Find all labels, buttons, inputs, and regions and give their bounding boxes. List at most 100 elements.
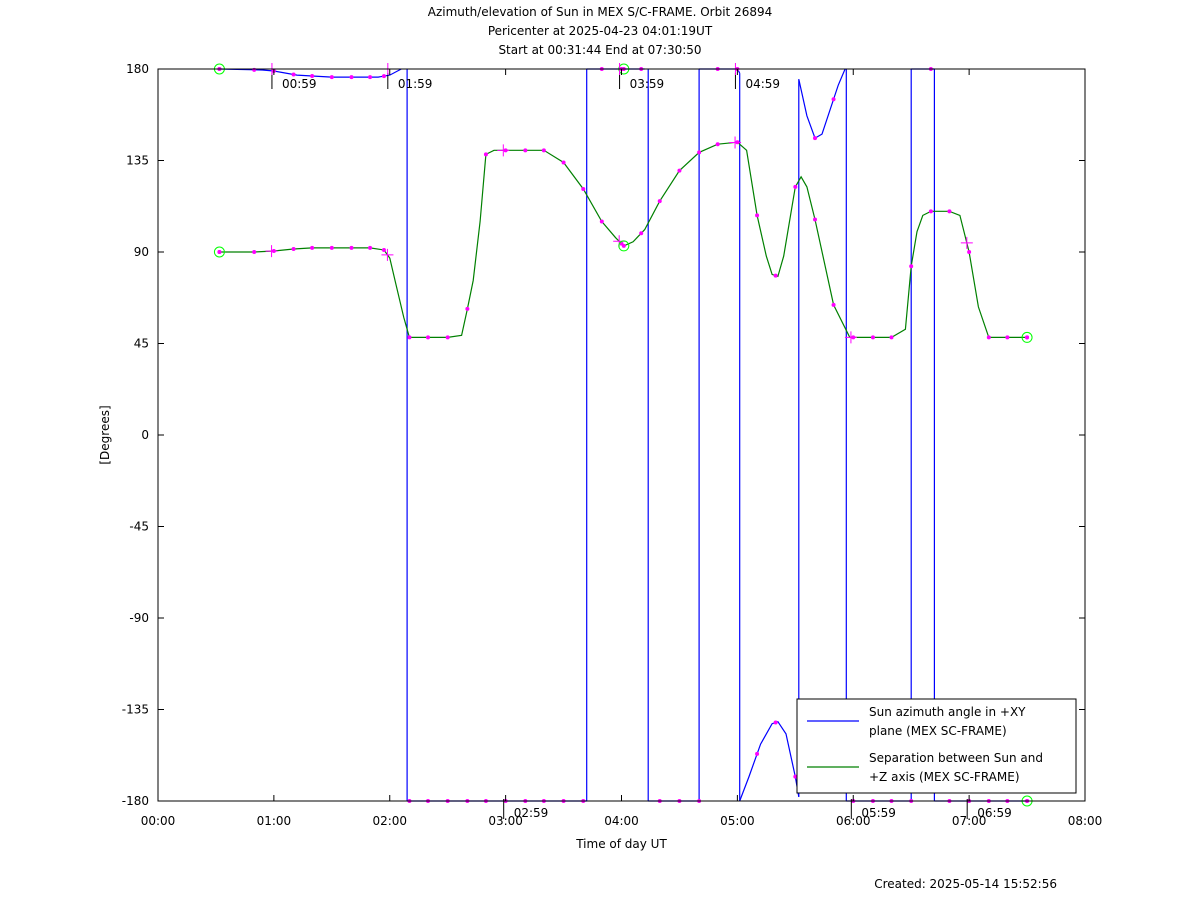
legend-box [796,698,1077,794]
plot-frame [157,68,1086,802]
endpoint-circle [1021,331,1033,343]
azimuth-series-line [798,68,846,139]
y-tick-label: -180 [122,794,149,808]
azimuth-marker [368,75,373,80]
separation-marker [407,335,412,340]
separation-marker [310,245,315,250]
hour-marker-label: 02:59 [514,806,549,820]
chart-title-line-3: Start at 00:31:44 End at 07:30:50 [498,43,702,57]
chart-title-line-1: Azimuth/elevation of Sun in MEX S/C-FRAM… [427,5,773,19]
x-axis-label: Time of day UT [575,837,667,851]
separation-marker [523,148,528,153]
endpoint-dot [621,243,626,248]
hour-marker-label: 06:59 [977,806,1012,820]
separation-marker [252,250,257,254]
separation-marker [541,148,546,153]
separation-marker [715,142,720,147]
azimuth-marker [252,67,257,72]
endpoint-dot [1025,335,1030,340]
azimuth-marker [310,73,315,78]
azimuth-marker [831,97,836,102]
separation-marker [677,168,682,173]
azimuth-marker [755,751,760,756]
separation-marker [928,209,933,214]
created-timestamp: Created: 2025-05-14 15:52:56 [874,877,1057,891]
x-tick-label: 07:00 [952,814,987,828]
separation-marker [561,160,566,165]
separation-marker [697,150,702,155]
x-tick-label: 01:00 [257,814,292,828]
x-tick-label: 06:00 [836,814,871,828]
x-tick-label: 08:00 [1068,814,1103,828]
separation-marker [813,217,818,222]
separation-marker [909,264,914,269]
separation-hour-cross [729,136,742,149]
separation-marker [465,306,470,311]
hour-marker-label: 01:59 [398,77,433,91]
separation-marker [657,199,662,204]
separation-marker [773,273,778,278]
endpoint-circle [618,240,630,252]
x-tick-label: 00:00 [141,814,176,828]
azimuth-marker [773,720,778,725]
endpoint-circle [213,246,225,258]
legend-label: +Z axis (MEX SC-FRAME) [869,770,1020,784]
x-tick-label: 05:00 [720,814,755,828]
legend-label: Sun azimuth angle in +XY [869,705,1026,719]
hour-marker-label: 03:59 [630,77,665,91]
separation-hour-cross [265,245,278,258]
separation-marker [870,335,875,340]
y-tick-label: 0 [141,428,149,442]
separation-marker [291,246,296,251]
azimuth-marker [349,75,354,80]
separation-marker [986,335,991,340]
azimuth-marker [329,75,334,80]
chart-title-line-2: Pericenter at 2025-04-23 04:01:19UT [487,24,713,38]
separation-marker [599,219,604,224]
azimuth-marker [381,74,386,79]
azimuth-marker [813,136,818,141]
azimuth-marker [793,774,798,779]
separation-marker [639,231,644,236]
y-tick-label: -90 [129,611,149,625]
separation-marker [889,335,894,340]
separation-marker [425,335,430,340]
y-tick-label: 135 [126,154,149,168]
y-axis-label: [Degrees] [98,405,112,464]
y-tick-label: -45 [129,520,149,534]
azimuth-series-line [739,720,800,802]
separation-hour-cross [844,331,857,344]
separation-marker [1005,335,1010,340]
azimuth-marker [291,72,296,77]
separation-marker [581,186,586,191]
hour-marker-label: 04:59 [745,77,780,91]
y-tick-label: 180 [126,62,149,76]
x-tick-label: 02:00 [372,814,407,828]
hour-marker-label: 05:59 [861,806,896,820]
separation-hour-cross [960,236,973,249]
separation-hour-cross [497,144,510,157]
separation-hour-cross [381,248,394,261]
x-tick-label: 03:00 [488,814,523,828]
separation-marker [368,245,373,250]
y-tick-label: 45 [134,337,149,351]
y-tick-label: 90 [134,245,149,259]
separation-marker [483,152,488,157]
separation-marker [445,335,450,340]
separation-marker [755,213,760,218]
separation-marker [381,247,386,252]
hour-marker-label: 00:59 [282,77,317,91]
separation-marker [831,302,836,307]
separation-marker [967,250,972,254]
separation-marker [349,245,354,250]
y-tick-label: -135 [122,703,149,717]
endpoint-dot [217,250,222,254]
separation-marker [329,245,334,250]
separation-series-line [219,141,1028,338]
legend-label: plane (MEX SC-FRAME) [869,724,1007,738]
separation-marker [793,184,798,189]
x-tick-label: 04:00 [604,814,639,828]
legend-label: Separation between Sun and [869,751,1043,765]
separation-marker [947,209,952,214]
